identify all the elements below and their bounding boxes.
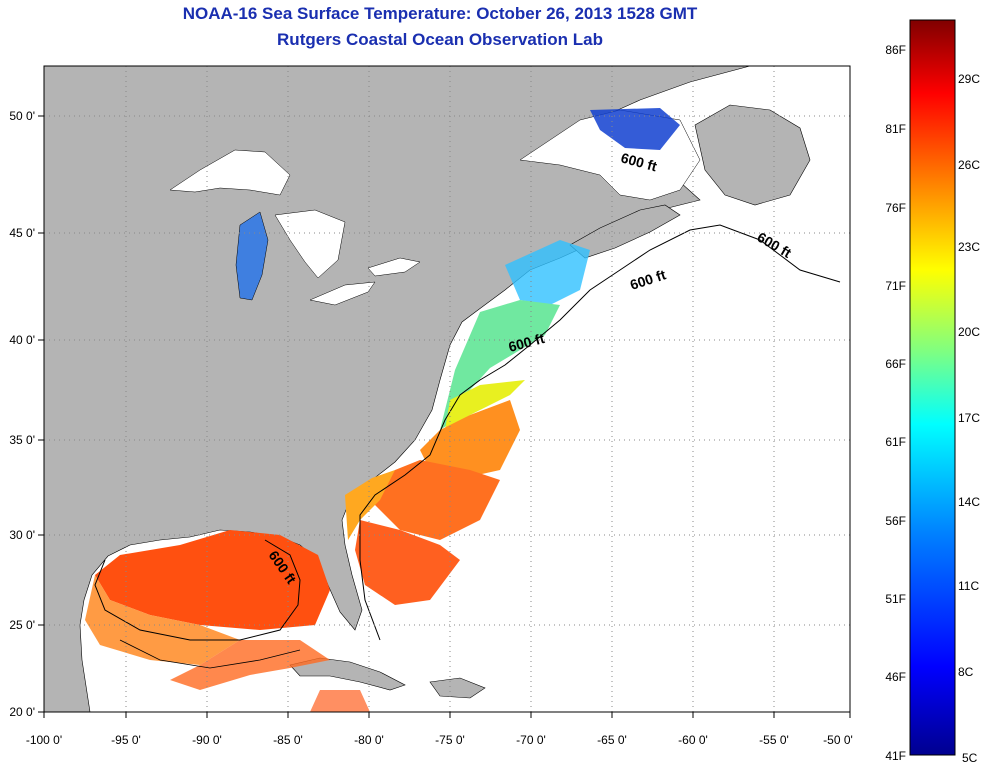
x-tick-label: -100 0' bbox=[26, 733, 62, 747]
x-tick-label: -95 0' bbox=[111, 733, 141, 747]
isobath-600ft-gulf-deep bbox=[119, 639, 301, 669]
cuba-land bbox=[289, 657, 406, 691]
lake-ontario bbox=[367, 257, 421, 277]
colorbar bbox=[909, 19, 956, 756]
x-tick-label: -60 0' bbox=[678, 733, 708, 747]
x-ticks bbox=[43, 712, 851, 718]
plot-frame bbox=[43, 65, 851, 713]
map-subtitle: Rutgers Coastal Ocean Observation Lab bbox=[277, 30, 603, 49]
lake-michigan bbox=[235, 211, 269, 301]
colorbar-c-label: 8C bbox=[958, 665, 974, 679]
x-tick-label: -85 0' bbox=[273, 733, 303, 747]
colorbar-f-label: 76F bbox=[885, 201, 906, 215]
x-tick-label: -75 0' bbox=[435, 733, 465, 747]
y-tick-label: 45 0' bbox=[9, 226, 35, 240]
colorbar-f-label: 61F bbox=[885, 435, 906, 449]
colorbar-f-label: 41F bbox=[885, 749, 906, 763]
newfoundland-land bbox=[694, 104, 811, 206]
isobath-600ft-atlantic bbox=[359, 224, 841, 641]
lake-erie bbox=[309, 281, 376, 306]
x-tick-label: -80 0' bbox=[354, 733, 384, 747]
colorbar-c-label: 14C bbox=[958, 495, 980, 509]
x-tick-label: -50 0' bbox=[823, 733, 853, 747]
colorbar-c-label: 11C bbox=[958, 579, 979, 593]
y-tick-label: 50 0' bbox=[9, 109, 35, 123]
y-tick-label: 25 0' bbox=[9, 618, 35, 632]
hispaniola-land bbox=[429, 677, 486, 699]
isobath-600ft-gulf bbox=[94, 539, 301, 641]
map-title: NOAA-16 Sea Surface Temperature: October… bbox=[182, 4, 698, 23]
colorbar-c-label: 26C bbox=[958, 158, 980, 172]
y-tick-label: 20 0' bbox=[9, 705, 35, 719]
y-tick-label: 40 0' bbox=[9, 333, 35, 347]
colorbar-c-label: 20C bbox=[958, 325, 980, 339]
x-tick-label: -65 0' bbox=[597, 733, 627, 747]
lake-huron bbox=[274, 209, 346, 279]
x-tick-label: -90 0' bbox=[192, 733, 222, 747]
colorbar-f-label: 66F bbox=[885, 357, 906, 371]
colorbar-f-label: 51F bbox=[885, 592, 906, 606]
colorbar-f-label: 86F bbox=[885, 43, 906, 57]
colorbar-f-label: 71F bbox=[885, 279, 906, 293]
y-tick-label: 35 0' bbox=[9, 433, 35, 447]
x-tick-label: -55 0' bbox=[759, 733, 789, 747]
y-tick-label: 30 0' bbox=[9, 528, 35, 542]
colorbar-f-label: 81F bbox=[885, 122, 906, 136]
nova-scotia-land bbox=[569, 204, 681, 259]
colorbar-c-label: 29C bbox=[958, 72, 980, 86]
colorbar-f-label: 46F bbox=[885, 670, 906, 684]
x-tick-label: -70 0' bbox=[516, 733, 546, 747]
colorbar-c-label: 17C bbox=[958, 411, 980, 425]
colorbar-f-label: 56F bbox=[885, 514, 906, 528]
y-ticks bbox=[38, 115, 44, 713]
colorbar-c-label: 5C bbox=[962, 751, 978, 765]
colorbar-c-label: 23C bbox=[958, 240, 980, 254]
lake-superior bbox=[169, 149, 291, 196]
